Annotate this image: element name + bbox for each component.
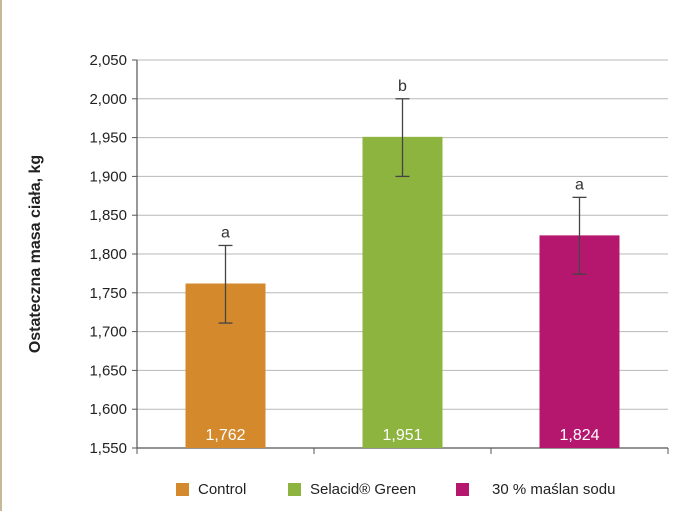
- legend-swatch: [288, 483, 301, 496]
- y-tick-label: 1,750: [89, 285, 127, 302]
- significance-letter: a: [575, 176, 584, 193]
- y-tick-label: 1,850: [89, 207, 127, 224]
- y-tick-label: 1,950: [89, 130, 127, 147]
- y-tick-label: 1,900: [89, 168, 127, 185]
- y-tick-label: 1,800: [89, 246, 127, 263]
- legend-label: Control: [198, 481, 246, 498]
- y-tick-label: 1,650: [89, 362, 127, 379]
- data-label: 1,762: [205, 427, 245, 444]
- data-label: 1,824: [559, 427, 599, 444]
- significance-letter: a: [221, 224, 230, 241]
- legend-label: Selacid® Green: [310, 481, 416, 498]
- bar: [362, 136, 443, 448]
- legend-swatch: [456, 483, 469, 496]
- left-border: [0, 0, 2, 511]
- legend-label: 30 % maślan sodu: [492, 481, 615, 498]
- y-tick-label: 1,600: [89, 401, 127, 418]
- legend-swatch: [176, 483, 189, 496]
- y-tick-label: 2,050: [89, 52, 127, 69]
- y-tick-label: 2,000: [89, 91, 127, 108]
- y-tick-label: 1,550: [89, 440, 127, 457]
- data-label: 1,951: [382, 427, 422, 444]
- y-axis-label: Ostateczna masa ciała, kg: [27, 155, 44, 353]
- y-tick-label: 1,700: [89, 324, 127, 341]
- significance-letter: b: [398, 78, 407, 95]
